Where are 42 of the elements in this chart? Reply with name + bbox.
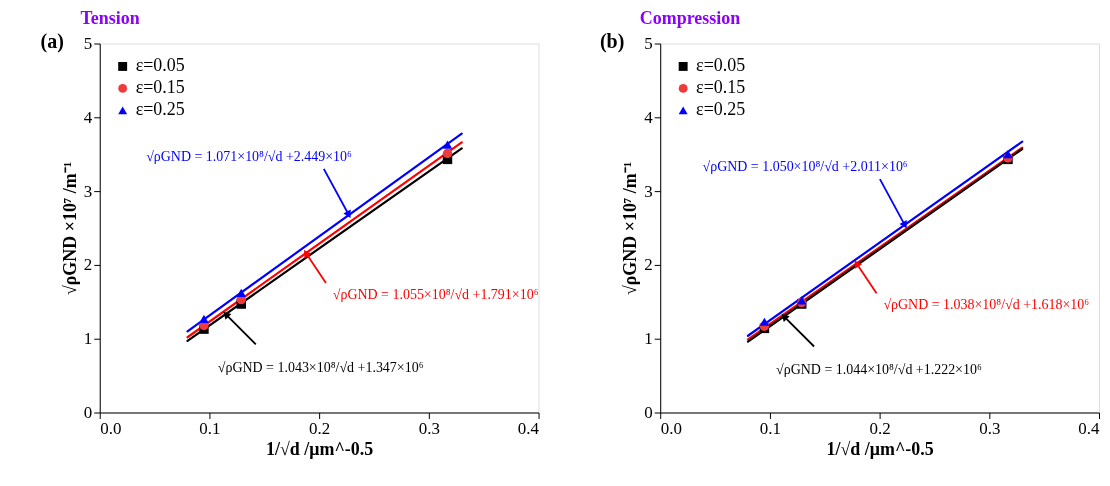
legend-label: ε=0.15 [696,77,746,98]
annotation: √ρGND = 1.038×10⁸/√d +1.618×10⁶ [883,297,1090,313]
x-tick-label: 0.1 [759,418,781,438]
x-axis-title: 1/√d /μm^-0.5 [826,438,934,459]
x-tick-label: 0.1 [199,418,221,438]
y-tick-label: 4 [83,107,93,127]
text: (a) [40,29,64,53]
y-tick-label: 5 [644,34,653,53]
y-tick-label: 1 [644,329,653,349]
x-tick-label: 0.4 [517,418,540,438]
legend-label: ε=0.25 [135,99,185,120]
y-tick-label: 0 [83,403,93,422]
y-tick-label: 3 [644,181,653,201]
chart-title: Tension [80,7,140,28]
y-tick-label: 3 [83,181,93,201]
y-tick-label: 2 [644,255,653,275]
x-tick-label: 0.2 [869,418,891,438]
y-tick-label: 4 [644,107,654,127]
y-tick-label: 2 [83,255,93,275]
x-axis-title: 1/√d /μm^-0.5 [266,438,374,459]
x-tick-label: 0.0 [660,418,682,438]
y-tick-label: 1 [83,329,93,349]
y-tick-label: 0 [644,403,653,422]
x-tick-label: 0.0 [100,418,122,438]
x-tick-label: 0.2 [309,418,331,438]
annotation: √ρGND = 1.055×10⁸/√d +1.791×10⁶ [332,286,539,302]
y-axis-title: √ρGND ×10⁷ /m⁻¹ [59,161,80,296]
y-axis-title: √ρGND ×10⁷ /m⁻¹ [620,161,641,296]
y-tick-label: 5 [83,34,93,53]
annotation: √ρGND = 1.050×10⁸/√d +2.011×10⁶ [702,159,908,175]
legend-label: ε=0.05 [696,55,746,76]
legend-label: ε=0.05 [135,55,185,76]
x-tick-label: 0.4 [1078,418,1101,438]
annotation: √ρGND = 1.044×10⁸/√d +1.222×10⁶ [776,362,982,378]
chart-title: Compression [639,7,741,28]
annotation: √ρGND = 1.071×10⁸/√d +2.449×10⁶ [146,148,353,164]
annotation: √ρGND = 1.043×10⁸/√d +1.347×10⁶ [217,360,424,376]
text: (b) [599,29,625,53]
x-tick-label: 0.3 [979,418,1001,438]
x-tick-label: 0.3 [418,418,440,438]
legend-label: ε=0.25 [696,99,746,120]
legend-label: ε=0.15 [135,77,185,98]
